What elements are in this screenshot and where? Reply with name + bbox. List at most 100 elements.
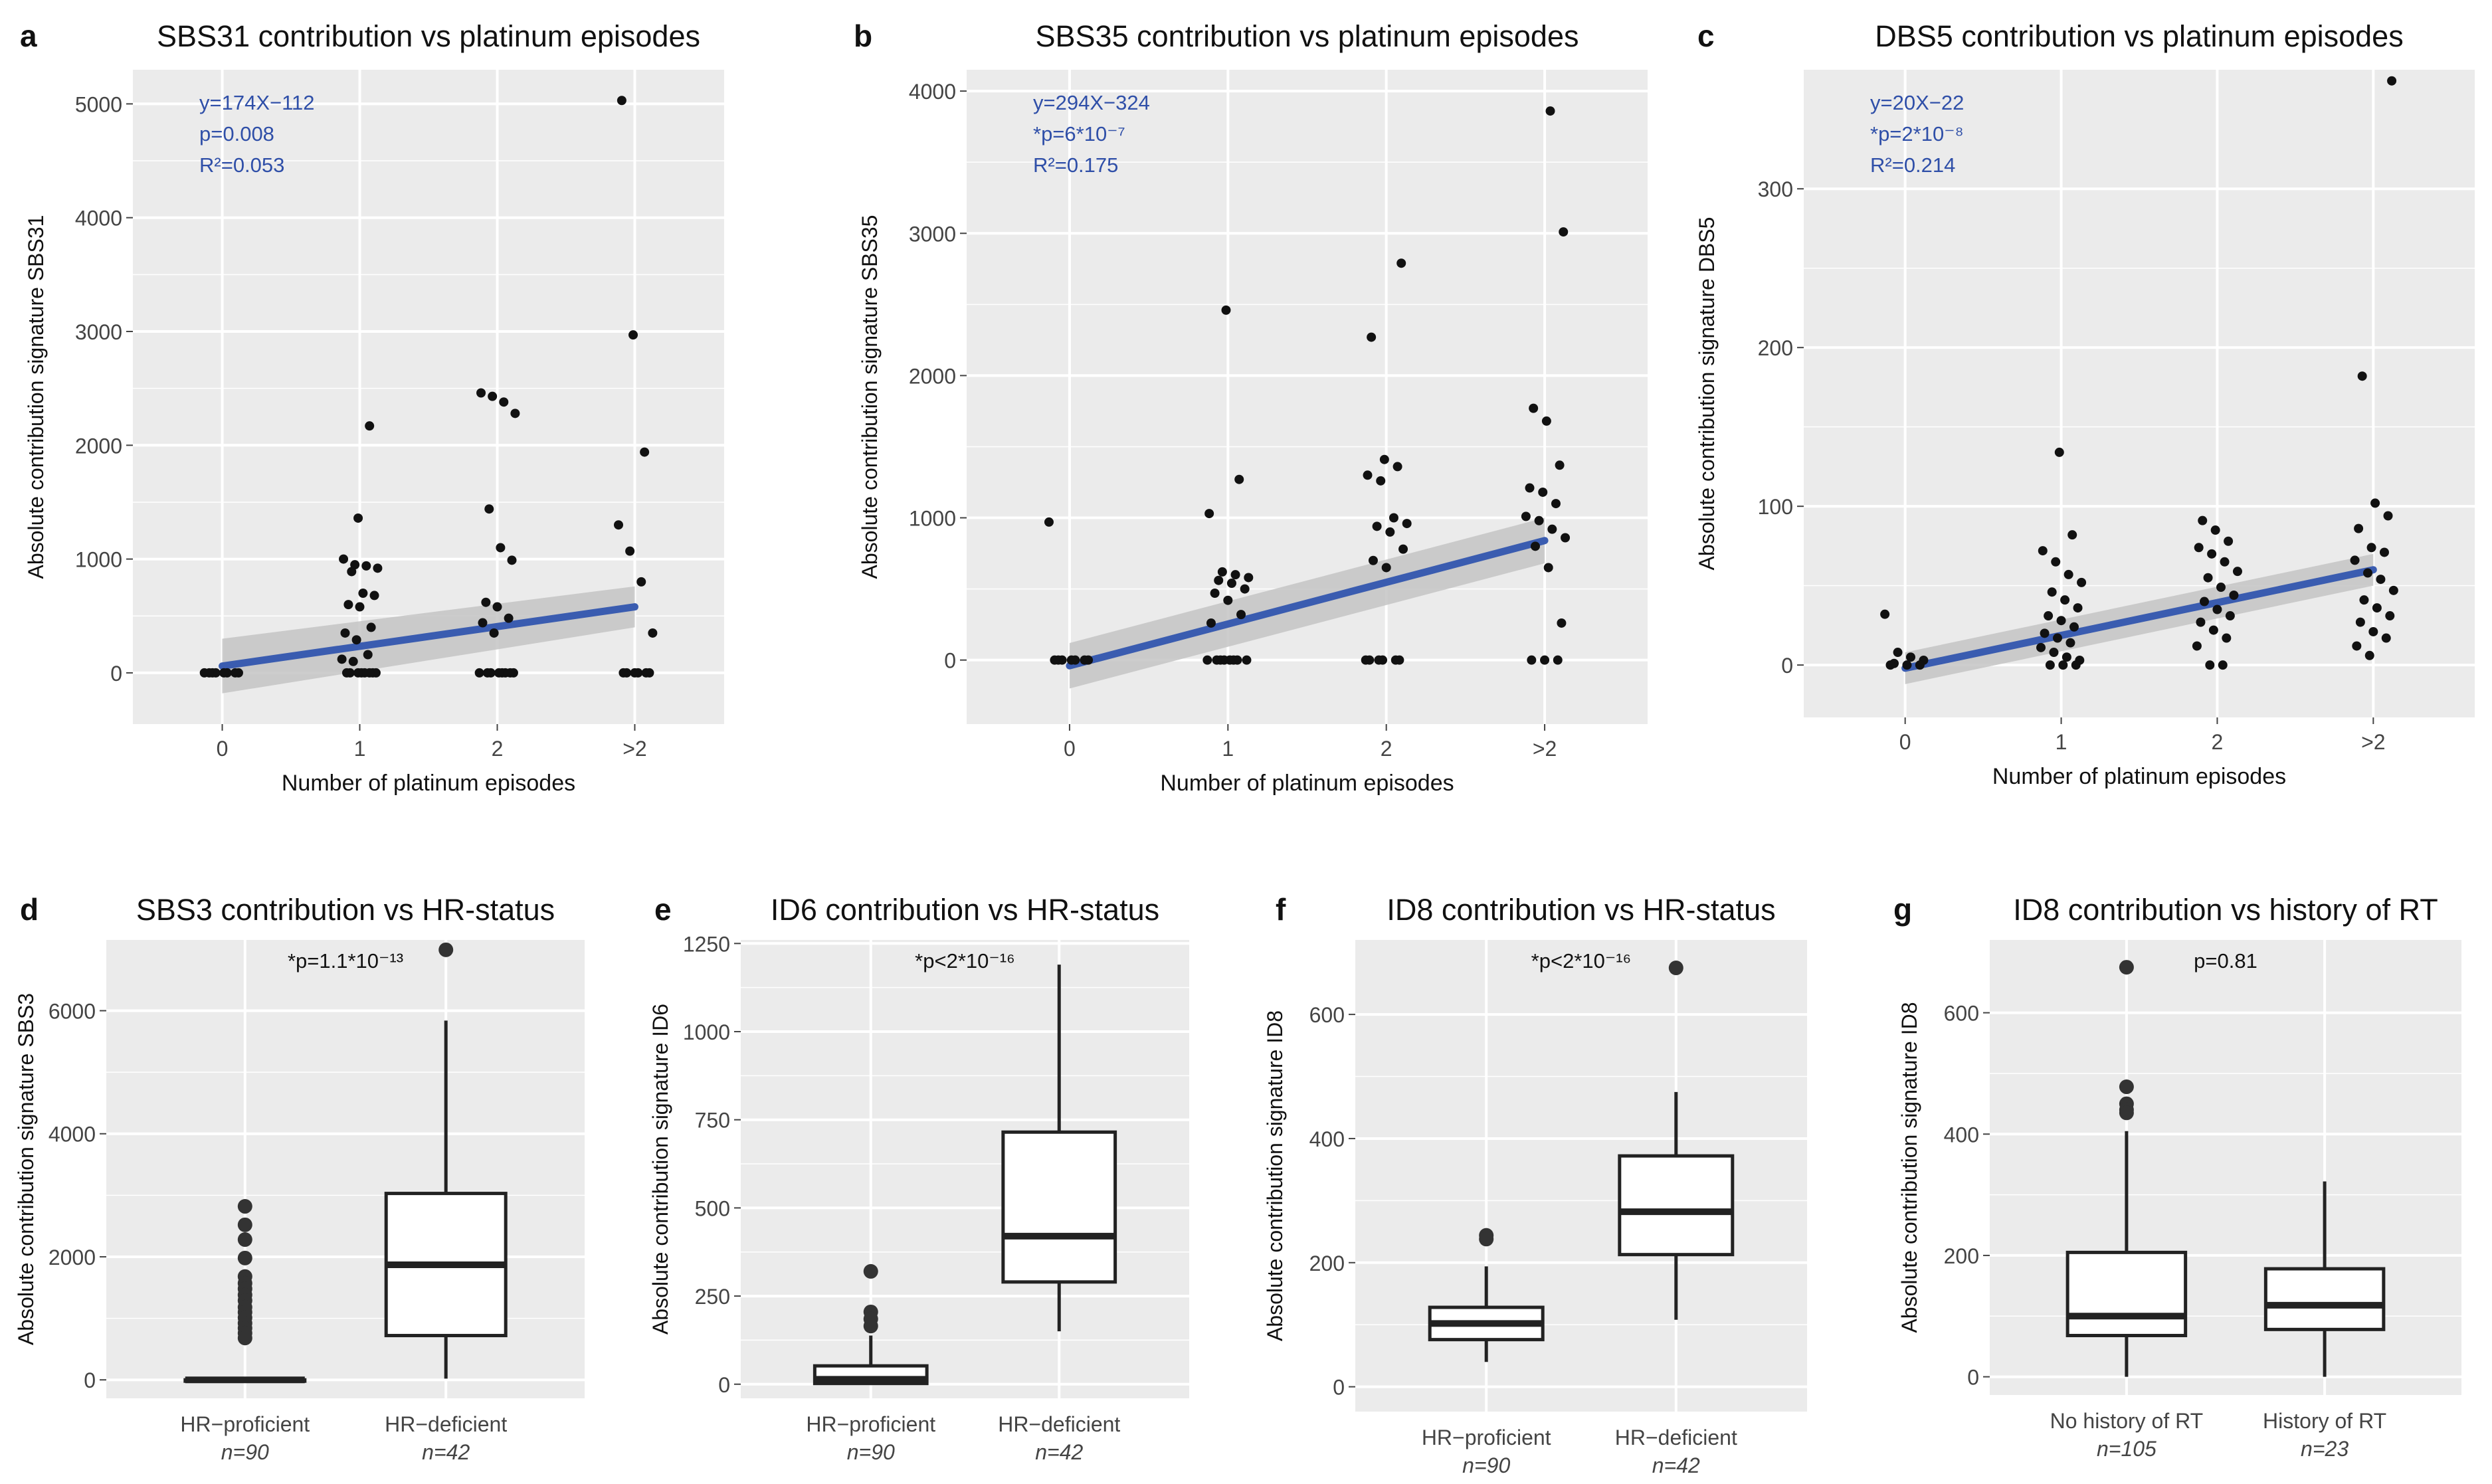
y-tick-label: 1000 [683,1020,730,1044]
data-point [1906,652,1916,662]
data-point [2357,371,2367,381]
data-point [219,668,229,678]
data-point [2364,650,2374,660]
data-point [1368,555,1378,565]
x-axis-label: Number of platinum episodes [1992,764,2286,789]
y-axis-label: Absolute contribution signature SBS35 [858,215,882,579]
data-point [204,668,214,678]
outlier-point [1668,961,1683,976]
y-tick-label: 6000 [48,1000,96,1024]
data-point [1217,567,1227,577]
plot-area [741,940,1189,1398]
group-n: n=90 [221,1440,269,1464]
data-point [1561,533,1571,543]
x-tick-label: 1 [1222,737,1234,761]
data-point [2203,573,2213,583]
data-point [2045,660,2055,670]
group-label: HR−deficient [1615,1426,1737,1449]
data-point [1202,655,1212,665]
group-n: n=105 [2097,1437,2157,1461]
data-point [2355,617,2365,627]
data-point [2388,585,2398,595]
y-axis-label: Absolute contribution signature DBS5 [1695,217,1719,571]
regression-stat: R²=0.214 [1870,153,1955,177]
data-point [492,602,502,612]
data-point [1379,454,1389,464]
data-point [489,628,499,638]
box [2263,1267,2386,1331]
data-point [1242,655,1252,665]
y-tick-label: 0 [1333,1376,1345,1400]
data-point [2220,557,2230,567]
data-point [1361,655,1371,665]
y-tick-label: 4000 [909,80,956,104]
plot-area [1355,940,1807,1412]
data-point [2040,628,2050,638]
data-point [2077,577,2087,587]
data-point [488,391,498,401]
group-label: HR−deficient [385,1412,507,1436]
chart-title: ID8 contribution vs HR-status [1387,893,1775,927]
data-point [1389,513,1398,523]
data-point [2383,511,2393,521]
y-tick-label: 1000 [909,507,956,531]
data-point [2198,515,2208,525]
data-point [1557,618,1567,628]
y-tick-label: 400 [1944,1123,1979,1147]
y-tick-label: 0 [1967,1366,1979,1390]
data-point [1080,655,1090,665]
chart-title: SBS31 contribution vs platinum episodes [157,19,700,53]
data-point [1381,563,1391,573]
plot-area [1990,940,2461,1395]
data-point [2053,633,2063,643]
y-tick-label: 600 [1309,1003,1345,1027]
chart-title: SBS3 contribution vs HR-status [136,893,555,927]
data-point [2354,523,2364,533]
data-point [1538,487,1548,497]
data-point [2063,569,2073,579]
regression-stat: *p=2*10⁻⁸ [1870,122,1964,145]
data-point [496,543,506,553]
y-tick-label: 2000 [75,434,122,458]
data-point [1534,515,1544,525]
data-point [361,561,371,571]
group-n: n=42 [422,1440,470,1464]
panel-letter: d [20,892,39,927]
y-tick-label: 1250 [683,932,730,956]
data-point [2194,543,2204,553]
data-point [2212,604,2222,614]
y-tick-label: 100 [1758,495,1793,519]
data-point [1527,655,1537,665]
data-point [365,421,375,431]
data-point [1530,541,1540,551]
group-n: n=42 [1035,1440,1083,1464]
x-tick-label: 2 [492,737,504,761]
data-point [1398,544,1408,554]
outlier-point [1479,1232,1494,1247]
x-tick-label: >2 [623,737,646,761]
data-point [2054,447,2064,457]
data-point [1885,660,1895,670]
box [2065,1250,2188,1337]
outlier-point [863,1319,878,1334]
data-point [2229,590,2239,600]
regression-stat: y=20X−22 [1870,91,1964,114]
y-tick-label: 0 [84,1368,96,1392]
group-label: HR−proficient [180,1412,310,1436]
x-tick-label: 2 [1381,737,1392,761]
panel-e: e ID6 contribution vs HR-status 0 250 500 750… [648,892,1189,1464]
data-point [2381,633,2391,643]
p-value: p=0.81 [2194,949,2257,973]
data-point [1545,106,1555,116]
data-point [2058,660,2068,670]
data-point [1521,511,1531,521]
data-point [1230,570,1240,580]
data-point [1529,403,1539,413]
group-label: History of RT [2263,1409,2386,1433]
data-point [507,555,517,565]
data-point [2376,575,2386,585]
data-point [1547,524,1557,534]
panel-letter: b [854,19,872,53]
data-point [641,668,651,678]
data-point [1044,517,1054,527]
